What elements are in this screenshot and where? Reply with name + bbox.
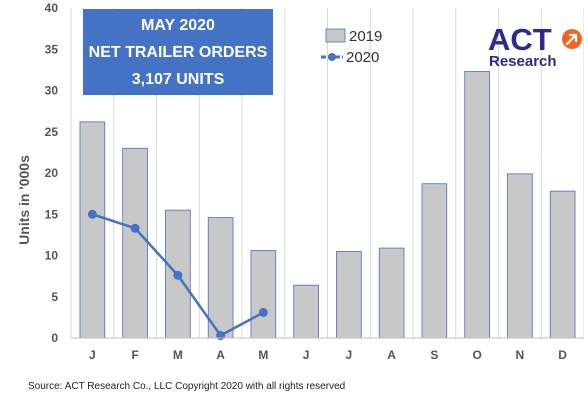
bar-2019: [336, 250, 362, 339]
legend-swatch-2019: [325, 28, 346, 43]
bar-2019: [464, 71, 490, 339]
y-axis-label: Units in '000s: [16, 155, 32, 245]
title-line-3: 3,107 UNITS: [132, 71, 225, 88]
legend: 2019 2020: [321, 28, 382, 66]
bar-2019: [293, 284, 319, 339]
bar-2019: [79, 121, 106, 339]
x-tick-label: N: [516, 348, 525, 362]
bar-2019: [165, 209, 191, 339]
y-tick-label: 10: [45, 249, 59, 263]
point-2020: [173, 270, 183, 280]
logo-arrow-icon: [565, 33, 578, 46]
x-tick-label: M: [258, 348, 268, 362]
bar-2019: [207, 217, 234, 339]
x-tick-label: J: [303, 348, 310, 362]
point-2020: [216, 331, 226, 341]
x-tick-label: M: [173, 348, 183, 362]
bar-2019: [421, 183, 448, 339]
y-tick-label: 30: [45, 84, 59, 98]
y-tick-label: 15: [45, 207, 59, 221]
y-tick-label: 25: [45, 125, 59, 139]
logo-act-text: ACT: [488, 22, 552, 57]
x-tick-label: A: [216, 348, 225, 362]
act-research-logo: ACT Research: [488, 22, 582, 70]
legend-swatch-2020-marker: [328, 53, 336, 61]
logo-research-text: Research: [489, 53, 557, 70]
title-box: MAY 2020 NET TRAILER ORDERS 3,107 UNITS: [83, 9, 273, 95]
title-line-2: NET TRAILER ORDERS: [89, 44, 268, 61]
title-box-background: [83, 9, 273, 95]
x-tick-label: J: [346, 348, 353, 362]
bar-2019: [250, 250, 277, 339]
bar-2019: [378, 247, 405, 339]
x-tick-label: D: [558, 348, 567, 362]
y-tick-label: 20: [45, 166, 59, 180]
y-axis: 0 5 10 15 20 25 30 35 40: [45, 1, 59, 345]
x-tick-label: S: [430, 348, 438, 362]
source-note: Source: ACT Research Co., LLC Copyright …: [28, 381, 345, 392]
point-2020: [130, 223, 140, 233]
bar-series-2019: [79, 71, 576, 339]
y-tick-label: 35: [45, 42, 59, 56]
x-tick-label: F: [131, 348, 138, 362]
bar-2019: [507, 173, 533, 339]
x-tick-label: A: [387, 348, 396, 362]
legend-label-2019: 2019: [349, 28, 382, 45]
title-line-1: MAY 2020: [141, 17, 215, 34]
y-tick-label: 0: [51, 331, 58, 345]
bar-2019: [549, 190, 576, 339]
x-tick-label: O: [472, 348, 481, 362]
point-2020: [258, 307, 268, 317]
y-tick-label: 40: [45, 1, 59, 15]
point-2020: [87, 209, 97, 219]
x-tick-label: J: [89, 348, 96, 362]
bar-2019: [122, 147, 148, 339]
y-tick-label: 5: [51, 290, 58, 304]
legend-label-2020: 2020: [346, 49, 379, 66]
